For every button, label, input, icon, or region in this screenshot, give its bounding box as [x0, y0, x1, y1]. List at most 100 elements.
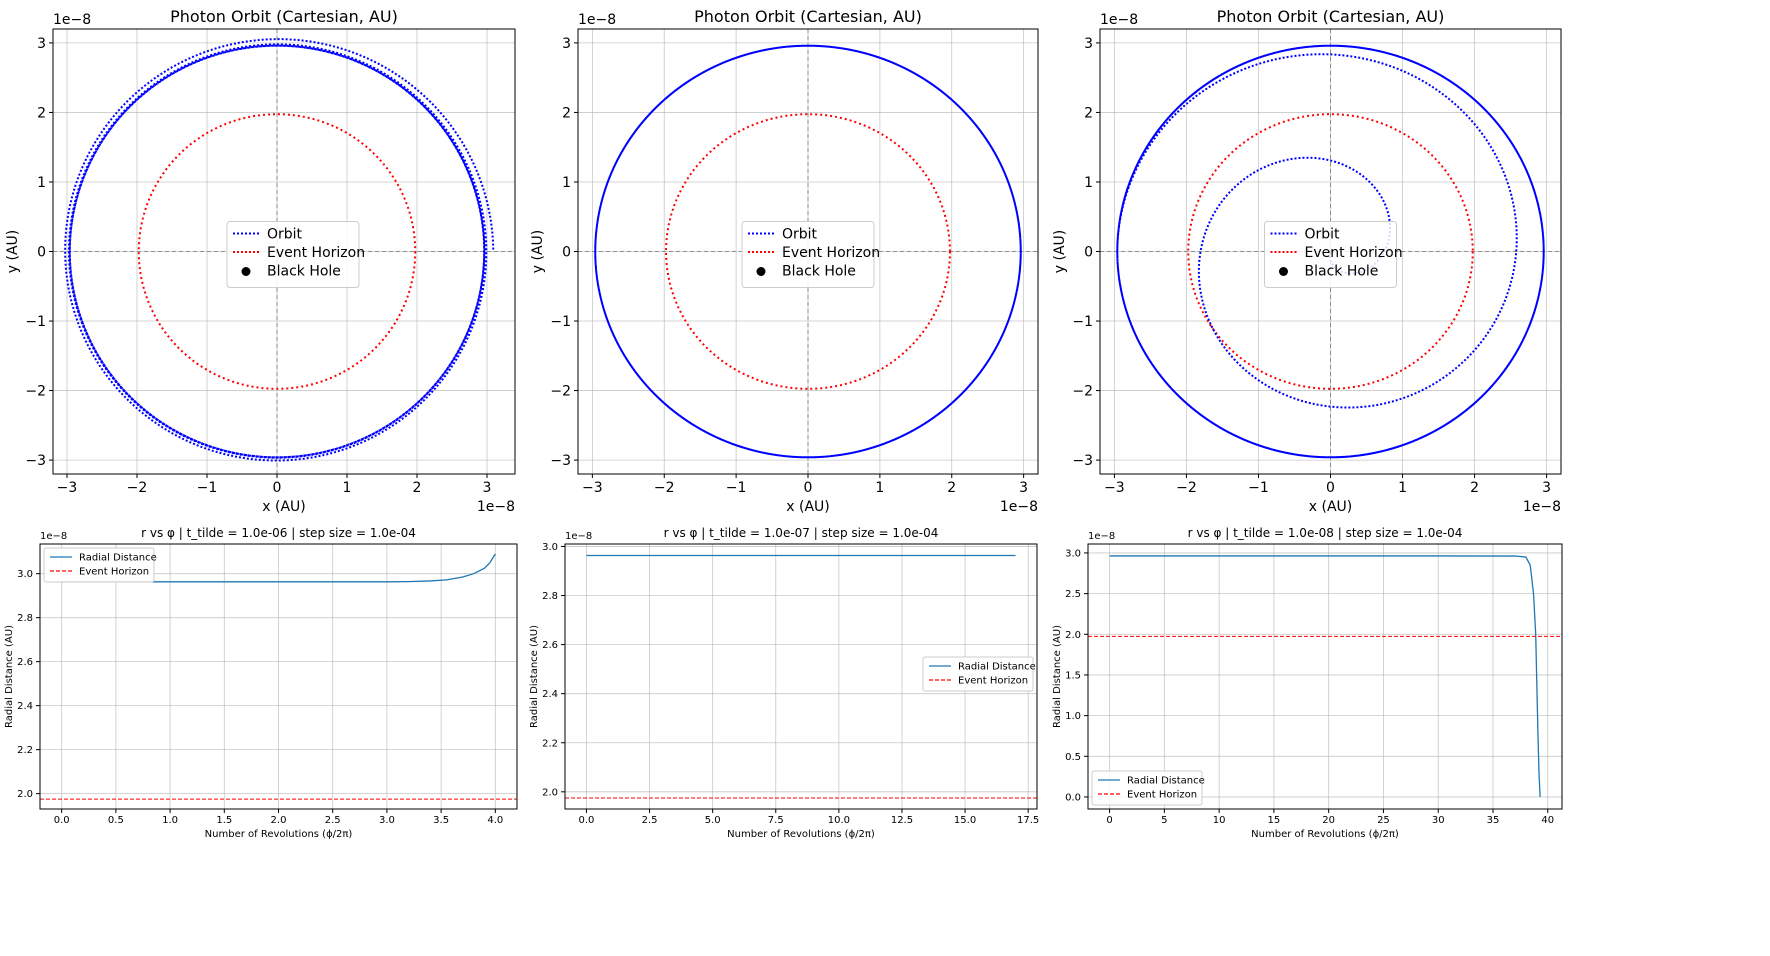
- y-tick-label: 1.0: [1065, 711, 1081, 722]
- x-tick-label: −3: [1104, 480, 1125, 496]
- legend-label: Radial Distance: [79, 553, 157, 564]
- legend-label: Event Horizon: [958, 676, 1028, 687]
- x-tick-label: −1: [197, 480, 218, 496]
- legend: Radial Distance Event Horizon: [1091, 770, 1205, 806]
- x-tick-label: −3: [582, 480, 603, 496]
- y-tick-label: 3: [562, 36, 571, 52]
- x-tick-label: 1: [343, 480, 352, 496]
- y-tick-label: 2.0: [17, 789, 33, 800]
- y-offset-text: 1e−8: [53, 12, 91, 28]
- y-tick-label: 0: [37, 244, 46, 260]
- legend-label: Black Hole: [267, 264, 341, 280]
- legend-label: Orbit: [267, 227, 303, 243]
- legend: Radial Distance Event Horizon: [43, 547, 157, 583]
- x-tick-label: −2: [127, 480, 148, 496]
- y-axis-label: y (AU): [1052, 230, 1068, 273]
- y-tick-label: −3: [550, 453, 571, 469]
- y-offset-text: 1e−8: [1100, 12, 1138, 28]
- y-tick-label: 2.0: [542, 787, 558, 798]
- y-tick-label: 2.2: [542, 738, 558, 749]
- legend-box: [226, 221, 360, 288]
- x-tick-label: 12.5: [891, 815, 913, 826]
- legend: Orbit Event Horizon Black Hole: [741, 221, 880, 288]
- x-tick-label: 3.0: [379, 815, 395, 826]
- x-tick-label: 2: [947, 480, 956, 496]
- radial-distance-line: [1109, 555, 1541, 797]
- x-tick-label: 2: [413, 480, 422, 496]
- x-tick-label: 0: [1106, 815, 1112, 826]
- legend-box: [1264, 221, 1397, 288]
- x-offset-text: 1e−8: [477, 499, 515, 515]
- chart-panel-4: 0.0 0.5 1.0 1.5 2.0 2.5 3.0 3.5 4.0 2.0 2.2 2.4 2.6 2…: [4, 526, 518, 840]
- x-tick-label: 1: [875, 480, 884, 496]
- x-tick-label: −2: [1176, 480, 1197, 496]
- legend-label: Orbit: [1305, 227, 1341, 243]
- legend-box: [741, 221, 875, 288]
- axes-frame: [564, 543, 1038, 810]
- plot-area: [1088, 555, 1562, 797]
- y-offset-text: 1e−8: [565, 531, 592, 542]
- y-tick-label: 3: [1084, 36, 1093, 52]
- x-tick-label: 3.5: [433, 815, 449, 826]
- x-axis-label: Number of Revolutions (ϕ/2π): [205, 829, 353, 840]
- x-tick-label: 7.5: [768, 815, 784, 826]
- x-tick-label: 0: [1326, 480, 1335, 496]
- legend-label: Event Horizon: [1127, 790, 1197, 801]
- y-tick-label: 1: [1084, 175, 1093, 191]
- y-tick-label: 2: [562, 105, 571, 121]
- y-tick-label: 2.2: [17, 745, 33, 756]
- y-tick-label: 2: [1084, 105, 1093, 121]
- orbit-path: [594, 44, 1022, 459]
- legend-label: Event Horizon: [79, 567, 149, 578]
- y-tick-label: −1: [25, 314, 46, 330]
- legend-label: Event Horizon: [1305, 245, 1403, 261]
- x-tick-label: −3: [57, 480, 78, 496]
- chart-panel-2: −3 −2 −1 0 1 2 3 −3 −2 −1 0 1 2 3 1e−8 1e−8 Photon Orbit…: [530, 7, 1039, 515]
- x-tick-label: 25: [1377, 815, 1390, 826]
- x-axis-label: Number of Revolutions (ϕ/2π): [727, 829, 875, 840]
- chart-title: Photon Orbit (Cartesian, AU): [170, 7, 398, 26]
- legend-label: Radial Distance: [1127, 776, 1205, 787]
- x-axis-label: x (AU): [262, 499, 305, 515]
- x-tick-label: 5: [1161, 815, 1167, 826]
- chart-title: Photon Orbit (Cartesian, AU): [1217, 7, 1445, 26]
- x-tick-label: 30: [1432, 815, 1445, 826]
- y-axis-label: Radial Distance (AU): [1052, 625, 1063, 728]
- chart-panel-5: 0.0 2.5 5.0 7.5 10.0 12.5 15.0 17.5 2.0 2.2 2.4 2.6…: [529, 526, 1039, 840]
- legend-label: Black Hole: [1305, 264, 1379, 280]
- x-tick-label: 2.5: [642, 815, 658, 826]
- y-offset-text: 1e−8: [1088, 531, 1115, 542]
- chart-title: r vs φ | t_tilde = 1.0e-07 | step size =…: [664, 526, 939, 540]
- x-tick-label: −1: [1248, 480, 1269, 496]
- y-offset-text: 1e−8: [40, 531, 67, 542]
- y-tick-label: 2.6: [542, 640, 558, 651]
- x-tick-label: 1.5: [216, 815, 232, 826]
- legend: Orbit Event Horizon Black Hole: [226, 221, 365, 288]
- x-tick-label: 1.0: [162, 815, 178, 826]
- x-offset-text: 1e−8: [1000, 499, 1038, 515]
- y-tick-label: 2.8: [542, 591, 558, 602]
- event-horizon-circle: [1187, 113, 1474, 390]
- y-axis-label: Radial Distance (AU): [4, 625, 15, 728]
- x-tick-label: 17.5: [1017, 815, 1039, 826]
- orbit-path: [64, 38, 495, 462]
- x-tick-label: 3: [483, 480, 492, 496]
- chart-title: r vs φ | t_tilde = 1.0e-06 | step size =…: [141, 526, 416, 540]
- y-tick-label: 2.6: [17, 657, 33, 668]
- legend: Orbit Event Horizon Black Hole: [1264, 221, 1403, 288]
- x-tick-label: 20: [1322, 815, 1335, 826]
- y-tick-label: 1.5: [1065, 670, 1081, 681]
- x-tick-label: 0.0: [579, 815, 595, 826]
- x-tick-label: 15: [1268, 815, 1281, 826]
- y-tick-label: −3: [25, 453, 46, 469]
- y-tick-label: −2: [550, 383, 571, 399]
- orbit-path: [1116, 44, 1545, 459]
- chart-panel-3: −3 −2 −1 0 1 2 3 −3 −2 −1 0 1 2 3 1e−8 1e−8 Photon Orbit…: [1052, 7, 1562, 515]
- y-tick-label: −1: [550, 314, 571, 330]
- y-axis-label: Radial Distance (AU): [529, 625, 540, 728]
- y-tick-label: −3: [1072, 453, 1093, 469]
- x-tick-label: 0.5: [108, 815, 124, 826]
- x-tick-label: 2.5: [325, 815, 341, 826]
- y-tick-label: 2.4: [542, 689, 558, 700]
- x-tick-label: 10.0: [828, 815, 850, 826]
